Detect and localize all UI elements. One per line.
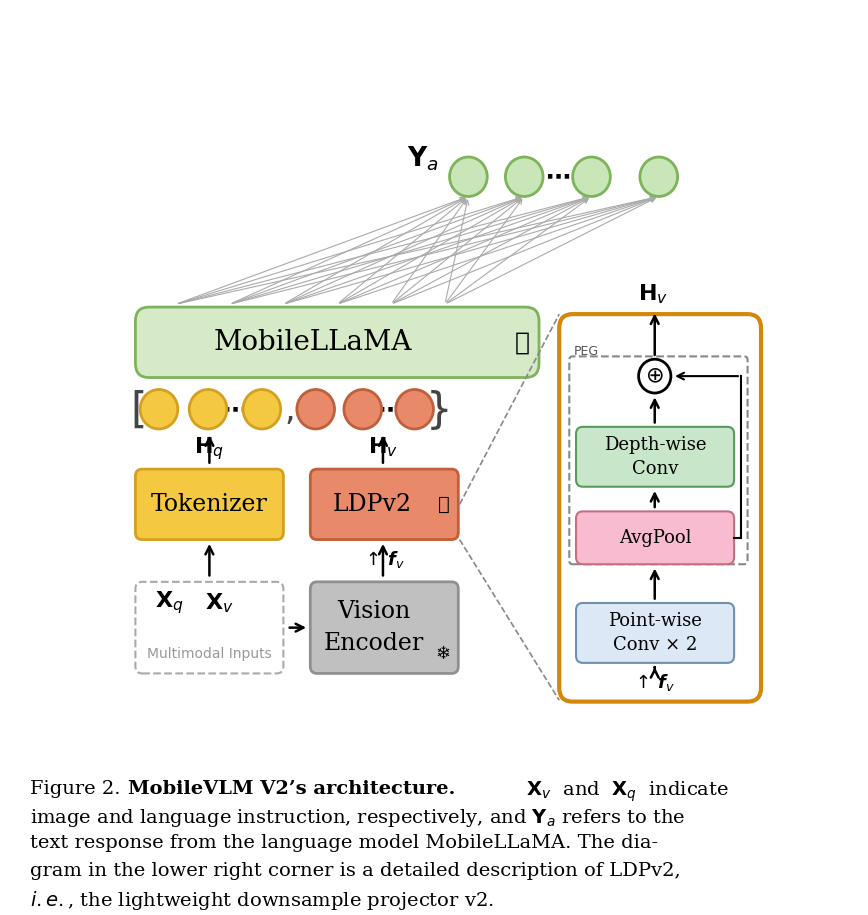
Text: Tokenizer: Tokenizer (151, 493, 268, 516)
Circle shape (344, 390, 382, 429)
Text: $\mathbf{Y}_{a}$: $\mathbf{Y}_{a}$ (407, 145, 439, 173)
FancyBboxPatch shape (576, 511, 734, 565)
Text: $\uparrow \, \boldsymbol{f}_{v}$: $\uparrow \, \boldsymbol{f}_{v}$ (632, 672, 674, 693)
Text: Point-wise
Conv × 2: Point-wise Conv × 2 (608, 612, 702, 653)
Text: Vision
Encoder: Vision Encoder (324, 600, 424, 655)
Circle shape (505, 157, 543, 197)
FancyBboxPatch shape (559, 314, 761, 702)
Text: $\uparrow \, \boldsymbol{f}_{v}$: $\uparrow \, \boldsymbol{f}_{v}$ (362, 549, 404, 570)
Circle shape (640, 157, 678, 197)
Circle shape (573, 157, 610, 197)
Text: MobileVLM V2’s architecture.: MobileVLM V2’s architecture. (128, 780, 456, 798)
Circle shape (396, 390, 433, 429)
Text: ❄️: ❄️ (436, 645, 451, 662)
Text: $\mathbf{H}_{v}$: $\mathbf{H}_{v}$ (368, 436, 398, 459)
Text: gram in the lower right corner is a detailed description of LDPv2,: gram in the lower right corner is a deta… (30, 862, 681, 880)
FancyBboxPatch shape (576, 603, 734, 662)
Text: 🔥: 🔥 (515, 330, 529, 354)
FancyBboxPatch shape (311, 582, 458, 673)
Text: Figure 2.: Figure 2. (30, 780, 134, 798)
Text: $\mathbf{X}_{v}$  and  $\mathbf{X}_{q}$  indicate: $\mathbf{X}_{v}$ and $\mathbf{X}_{q}$ in… (514, 780, 729, 804)
Text: $\mathbf{\cdots}$: $\mathbf{\cdots}$ (377, 397, 402, 421)
FancyBboxPatch shape (576, 426, 734, 487)
Text: $\mathbf{H}_{v}$: $\mathbf{H}_{v}$ (638, 282, 668, 306)
Text: }: } (426, 390, 453, 432)
FancyBboxPatch shape (135, 307, 539, 378)
Text: text response from the language model MobileLLaMA. The dia-: text response from the language model Mo… (30, 834, 659, 853)
Text: $\mathbf{H}_{q}$: $\mathbf{H}_{q}$ (194, 436, 225, 462)
Text: $\mathbf{\cdots}$: $\mathbf{\cdots}$ (222, 397, 247, 421)
Text: 🔥: 🔥 (437, 495, 450, 514)
Circle shape (639, 360, 671, 393)
Text: Depth-wise
Conv: Depth-wise Conv (604, 436, 707, 478)
FancyBboxPatch shape (135, 469, 284, 540)
Circle shape (243, 390, 280, 429)
Circle shape (450, 157, 487, 197)
Circle shape (297, 390, 334, 429)
Text: PEG: PEG (574, 345, 599, 358)
Text: $\mathbf{X}_{v}$: $\mathbf{X}_{v}$ (205, 591, 233, 615)
Text: LDPv2: LDPv2 (332, 493, 411, 516)
Text: [: [ (130, 390, 146, 432)
Text: image and language instruction, respectively, and $\mathbf{Y}_{a}$ refers to the: image and language instruction, respecti… (30, 807, 686, 829)
Text: $\mathbf{X}_{q}$: $\mathbf{X}_{q}$ (155, 589, 183, 617)
Text: $\mathbf{\cdots}$: $\mathbf{\cdots}$ (545, 165, 570, 188)
FancyBboxPatch shape (311, 469, 458, 540)
Text: Multimodal Inputs: Multimodal Inputs (147, 647, 272, 661)
Text: AvgPool: AvgPool (619, 529, 691, 547)
Text: ,: , (285, 394, 295, 427)
Text: MobileLLaMA: MobileLLaMA (214, 328, 412, 356)
Circle shape (189, 390, 227, 429)
Text: $\oplus$: $\oplus$ (646, 366, 664, 386)
Circle shape (140, 390, 178, 429)
Text: $i.e.$, the lightweight downsample projector v2.: $i.e.$, the lightweight downsample proje… (30, 889, 494, 912)
